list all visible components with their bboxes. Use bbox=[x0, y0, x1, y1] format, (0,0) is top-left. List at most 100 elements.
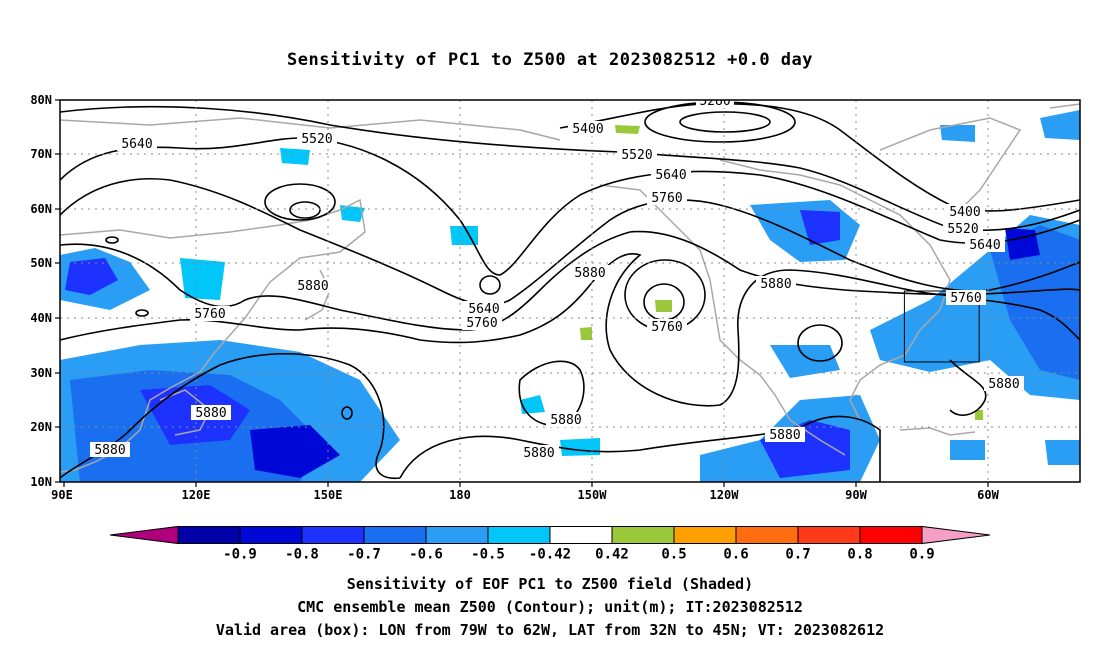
contour-5880 bbox=[60, 253, 1080, 407]
colorbar-swatch bbox=[425, 526, 489, 544]
shade-asia-north-core bbox=[65, 258, 118, 295]
colorbar-swatch bbox=[177, 526, 241, 544]
contour-5880-atl bbox=[949, 359, 987, 416]
colorbar-label: -0.42 bbox=[529, 547, 571, 563]
shade-greenland bbox=[940, 125, 975, 142]
contour-labels: 5280 5400 5400 5520 5520 5520 5640 5640 … bbox=[90, 94, 1024, 461]
contour-label: 5880 bbox=[195, 406, 226, 421]
caption-valid-area: Valid area (box): LON from 79W to 62W, L… bbox=[215, 621, 885, 639]
contour-label: 5640 bbox=[969, 238, 1000, 253]
lat-label: 40N bbox=[30, 311, 52, 325]
longitude-labels: 90E 120E 150E 180 150W 120W 90W 60W bbox=[51, 488, 999, 502]
contour-label: 5640 bbox=[468, 302, 499, 317]
colorbar-swatch bbox=[611, 526, 675, 544]
contour-5880-gulf bbox=[797, 324, 843, 362]
contour-5280-inner bbox=[679, 111, 771, 133]
shade-positive-pacific bbox=[655, 300, 672, 312]
shade-canada bbox=[750, 200, 860, 262]
contour-label: 5520 bbox=[301, 132, 332, 147]
shade-bering bbox=[450, 226, 478, 245]
contour-5640-low bbox=[479, 275, 501, 295]
contour-5760 bbox=[60, 230, 1080, 331]
contour-small-2 bbox=[135, 309, 149, 317]
contour-label: 5520 bbox=[621, 148, 652, 163]
greenland-coastline bbox=[879, 117, 1022, 211]
shade-arctic-atlantic bbox=[1040, 110, 1080, 140]
contour-label: 5280 bbox=[699, 94, 730, 109]
contour-label: 5640 bbox=[121, 137, 152, 152]
lon-label: 90W bbox=[845, 488, 867, 502]
colorbar-label: 0.8 bbox=[847, 547, 872, 563]
north-america-east-coast bbox=[719, 159, 951, 421]
lat-label: 60N bbox=[30, 202, 52, 216]
contour-small-3 bbox=[341, 406, 353, 420]
contour-label: 5880 bbox=[523, 446, 554, 461]
shade-kamchatka bbox=[340, 205, 365, 222]
contour-label: 5760 bbox=[950, 291, 981, 306]
shade-central-pacific2 bbox=[560, 438, 600, 456]
colorbar-swatch bbox=[735, 526, 799, 544]
contour-label: 5760 bbox=[651, 320, 682, 335]
shade-positive-atlantic bbox=[975, 410, 983, 420]
contour-label: 5520 bbox=[947, 222, 978, 237]
contour-label: 5880 bbox=[550, 413, 581, 428]
colorbar-label: 0.7 bbox=[785, 547, 810, 563]
map-frame bbox=[59, 99, 1081, 483]
arctic-coastline bbox=[60, 117, 561, 141]
map-title: Sensitivity of PC1 to Z500 at 2023082512… bbox=[286, 50, 813, 70]
latitude-labels: 80N 70N 60N 50N 40N 30N 20N 10N bbox=[30, 93, 52, 489]
lat-label: 20N bbox=[30, 420, 52, 434]
colorbar-swatch bbox=[301, 526, 365, 544]
colorbar: -0.9 -0.8 -0.7 -0.6 -0.5 -0.42 0.42 0.5 0.6 0.7 0.… bbox=[109, 525, 991, 563]
lat-label: 70N bbox=[30, 147, 52, 161]
colorbar-label: -0.7 bbox=[347, 547, 381, 563]
colorbar-swatch bbox=[487, 526, 551, 544]
contour-label: 5400 bbox=[572, 122, 603, 137]
contour-label: 5760 bbox=[651, 191, 682, 206]
europe-coastline bbox=[1049, 103, 1080, 109]
contour-label: 5760 bbox=[466, 316, 497, 331]
shade-china-north bbox=[180, 258, 225, 300]
colorbar-label: 0.6 bbox=[723, 547, 748, 563]
colorbar-swatch bbox=[549, 526, 613, 544]
caption-contour: CMC ensemble mean Z500 (Contour); unit(m… bbox=[297, 598, 803, 616]
contour-5520-low bbox=[264, 183, 336, 221]
shade-positive-arctic bbox=[615, 125, 640, 134]
contour-label: 5880 bbox=[94, 443, 125, 458]
colorbar-swatch bbox=[797, 526, 861, 544]
colorbar-swatch bbox=[673, 526, 737, 544]
colorbar-label: -0.8 bbox=[285, 547, 319, 563]
contour-label: 5640 bbox=[655, 168, 686, 183]
contour-label: 5400 bbox=[949, 205, 980, 220]
colorbar-label: 0.5 bbox=[661, 547, 686, 563]
colorbar-swatch bbox=[363, 526, 427, 544]
colorbar-swatch bbox=[239, 526, 303, 544]
shade-positive-pacific2 bbox=[580, 327, 592, 340]
lat-label: 80N bbox=[30, 93, 52, 107]
contour-label: 5880 bbox=[574, 266, 605, 281]
contour-label: 5880 bbox=[988, 377, 1019, 392]
lon-label: 120W bbox=[710, 488, 740, 502]
contour-5640 bbox=[60, 137, 1080, 276]
lat-label: 10N bbox=[30, 475, 52, 489]
lon-label: 120E bbox=[182, 488, 211, 502]
axis-ticks bbox=[55, 99, 989, 487]
colorbar-swatch bbox=[859, 526, 923, 544]
colorbar-label: 0.42 bbox=[595, 547, 629, 563]
north-america-west-coast bbox=[599, 184, 846, 456]
lon-label: 60W bbox=[977, 488, 999, 502]
contour-small-1 bbox=[105, 236, 119, 244]
shade-central-pacific bbox=[520, 395, 545, 414]
lon-label: 150W bbox=[578, 488, 608, 502]
shade-north-atlantic-core bbox=[1005, 228, 1040, 260]
valid-area-box bbox=[903, 290, 980, 363]
contour-label: 5880 bbox=[760, 277, 791, 292]
contour-label: 5760 bbox=[194, 307, 225, 322]
shade-west-pacific-core2 bbox=[250, 425, 340, 478]
shade-caribbean bbox=[950, 440, 985, 460]
shade-siberia bbox=[280, 148, 310, 165]
colorbar-label: -0.9 bbox=[223, 547, 257, 563]
colorbar-label: 0.9 bbox=[909, 547, 934, 563]
lat-label: 50N bbox=[30, 256, 52, 270]
